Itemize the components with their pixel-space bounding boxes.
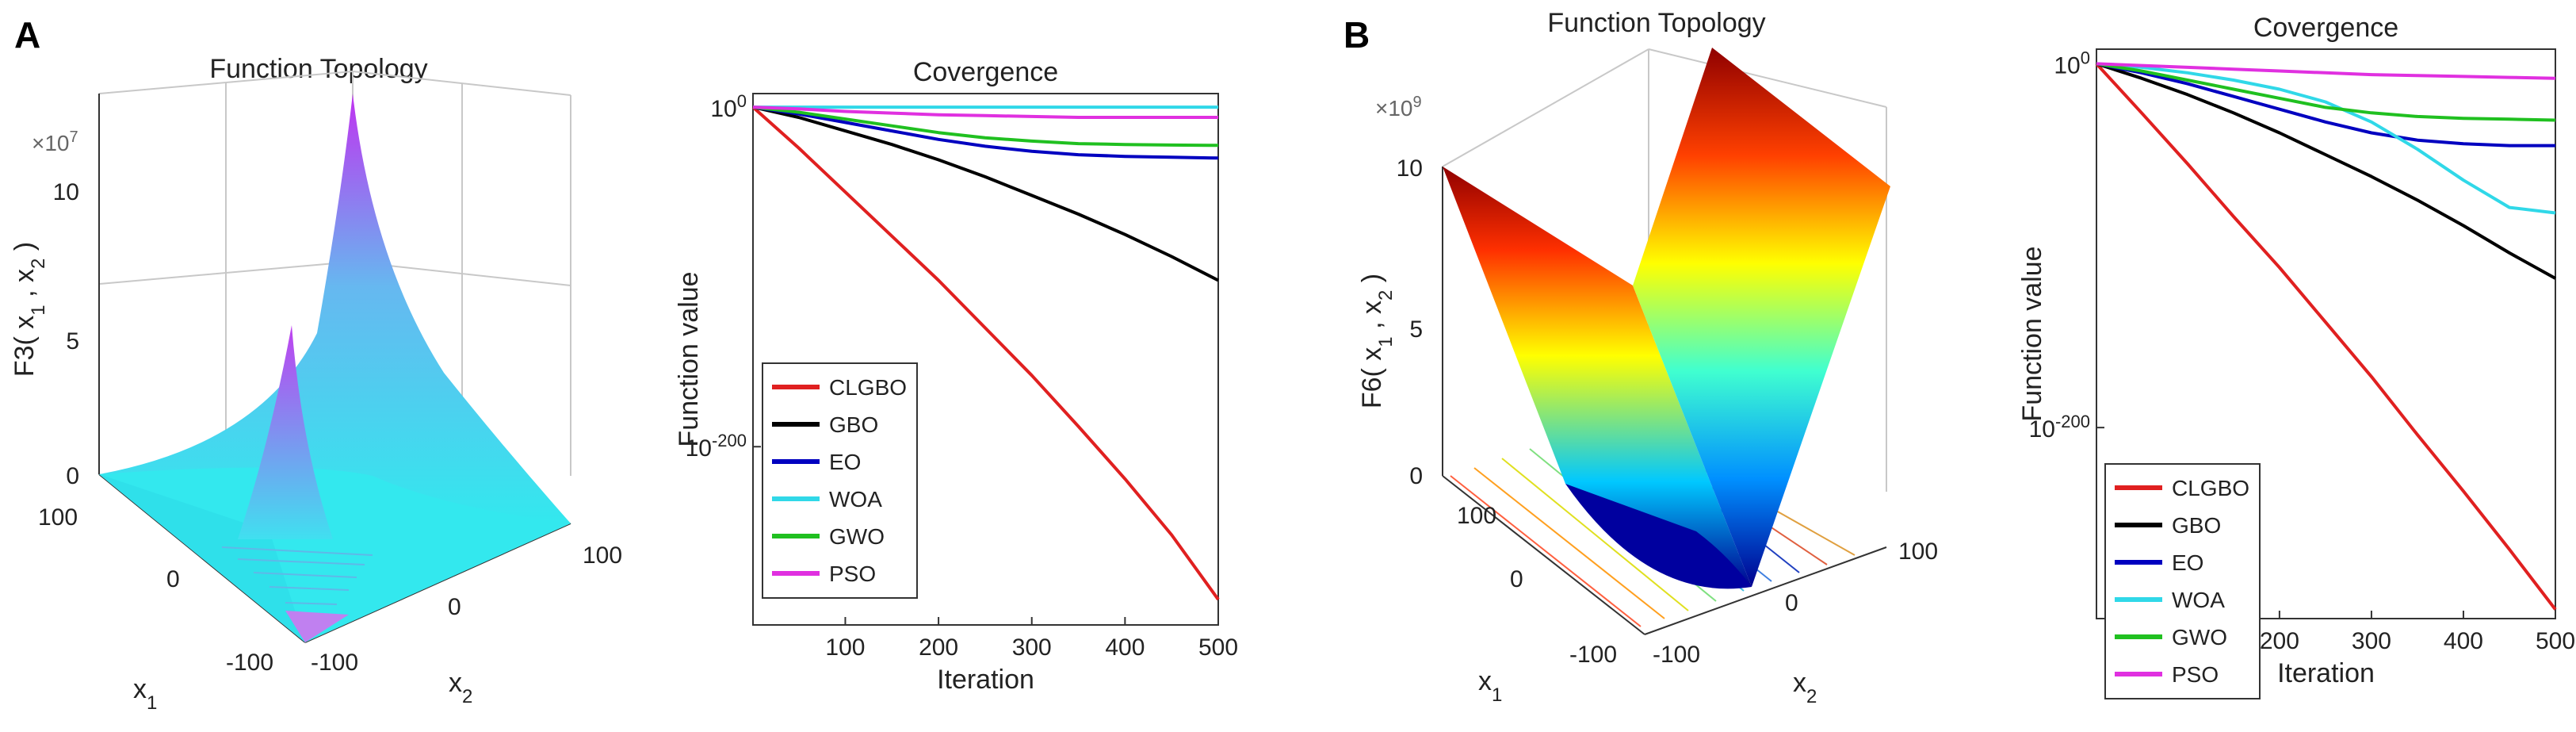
chart-a-xlabel: Iteration	[937, 665, 1034, 695]
chart-a-xtick-200: 200	[919, 634, 958, 661]
panel-b-x1tick-100: 100	[1457, 503, 1496, 529]
panel-b-x1-label: x1	[1478, 666, 1502, 706]
panel-a-ztick-0: 0	[66, 463, 79, 489]
panel-a-zlabel-text: F3( x	[10, 316, 40, 377]
panel-b-x2-label: x2	[1793, 668, 1817, 707]
chart-b-legend-label-eo: EO	[2172, 550, 2203, 575]
chart-b-legend-label-woa: WOA	[2172, 588, 2225, 612]
chart-b-xtick-300: 300	[2352, 628, 2391, 654]
panel-b-x2tick-0: 0	[1785, 590, 1798, 616]
chart-a-series-clgbo	[751, 105, 1220, 601]
panel-a-zlabel: F3( x1 , x2 )	[10, 242, 49, 377]
panel-a-ztick-10: 10	[53, 179, 79, 205]
chart-b-legend: CLGBO GBO EO WOA GWO PSO	[2104, 463, 2261, 699]
chart-b-series-pso	[2096, 62, 2556, 80]
chart-b-series-gwo	[2096, 62, 2556, 122]
chart-a-series-eo	[752, 105, 1219, 160]
panel-b-x2tick-100: 100	[1898, 538, 1938, 565]
panel-a-x2tick-100: 100	[583, 542, 622, 569]
chart-a-legend-label-clgbo: CLGBO	[829, 375, 907, 400]
chart-a-legend-label-eo: EO	[829, 450, 861, 474]
chart-a-series-pso	[752, 105, 1218, 119]
panel-a-surface-title: Function Topology	[209, 54, 427, 84]
chart-b-title: Covergence	[2253, 13, 2398, 43]
chart-a-legend-label-woa: WOA	[829, 487, 882, 512]
panel-b-ztick-5: 5	[1409, 316, 1423, 343]
panel-b-axes-front	[1442, 167, 1887, 635]
chart-a-title: Covergence	[913, 57, 1058, 87]
chart-a-series-gwo	[752, 105, 1219, 148]
chart-b-legend-label-clgbo: CLGBO	[2172, 476, 2249, 500]
chart-b-ytick--200: 10-200	[2029, 412, 2090, 443]
chart-a-ytick-0: 100	[710, 91, 747, 123]
panel-b-surface: B Function Topology	[1343, 8, 1938, 707]
chart-a-series-gbo	[752, 105, 1219, 282]
chart-a-legend-label-gwo: GWO	[829, 524, 885, 549]
chart-b-series-woa	[2096, 62, 2556, 215]
panel-b-letter: B	[1343, 14, 1370, 56]
chart-b-series-eo	[2096, 62, 2555, 148]
panel-b-x2tick-m100: -100	[1653, 642, 1700, 668]
panel-b-zlabel: F6( x1 , x2 )	[1357, 274, 1397, 408]
panel-a-convergence-chart: Covergence Iteration Function value 100 200 3…	[674, 57, 1238, 695]
chart-a-ylabel: Function value	[674, 271, 704, 446]
chart-b-xtick-400: 400	[2444, 628, 2483, 654]
panel-a-letter: A	[14, 14, 40, 56]
panel-a-surface: A Function Topology	[10, 14, 622, 714]
chart-a-legend: CLGBO GBO EO WOA GWO PSO	[762, 362, 918, 599]
chart-a-ytick--200: 10-200	[686, 431, 747, 462]
panel-a-exponent: ×107	[32, 128, 78, 155]
chart-b-ylabel: Function value	[2017, 246, 2047, 421]
panel-b-surface-mesh	[1443, 48, 1890, 589]
panel-a-x2tick-m100: -100	[311, 650, 358, 676]
panel-b-surface-title: Function Topology	[1547, 8, 1765, 38]
chart-b-series-clgbo	[2095, 63, 2557, 611]
panel-a-x2tick-0: 0	[448, 594, 461, 620]
chart-a-legend-box	[762, 362, 918, 599]
panel-b-ztick-10: 10	[1397, 155, 1423, 182]
panel-a-x1tick-100: 100	[38, 504, 78, 531]
chart-b-xtick-200: 200	[2260, 628, 2299, 654]
panel-a-x2-label: x2	[449, 668, 472, 707]
panel-a-x1tick-0: 0	[166, 566, 180, 592]
chart-a-xtick-100: 100	[825, 634, 865, 661]
panel-b-exponent: ×109	[1375, 94, 1422, 121]
chart-b-ytick-0: 100	[2054, 48, 2090, 79]
chart-a-legend-label-gbo: GBO	[829, 412, 878, 437]
chart-b-legend-label-gwo: GWO	[2172, 625, 2227, 650]
panel-a-x1-label: x1	[133, 674, 157, 714]
panel-b-x1tick-m100: -100	[1569, 642, 1617, 668]
chart-a-xtick-500: 500	[1198, 634, 1238, 661]
chart-b-series-gbo	[2096, 62, 2556, 280]
chart-b-legend-label-gbo: GBO	[2172, 513, 2221, 538]
chart-a-legend-label-pso: PSO	[829, 561, 876, 586]
panel-a-ztick-5: 5	[66, 328, 79, 355]
chart-b-xtick-500: 500	[2536, 628, 2575, 654]
chart-b-xlabel: Iteration	[2277, 658, 2375, 688]
chart-b-legend-box	[2104, 463, 2261, 699]
chart-a-xtick-400: 400	[1105, 634, 1145, 661]
panel-b-convergence-chart: Covergence Iteration Function value 100 200 3…	[2017, 13, 2575, 699]
panel-b-ztick-0: 0	[1409, 463, 1423, 489]
panel-b-x1tick-0: 0	[1510, 566, 1523, 592]
chart-a-xtick-300: 300	[1012, 634, 1052, 661]
panel-a-x1tick-m100: -100	[226, 650, 273, 676]
panel-a-surface-mesh	[99, 94, 571, 642]
chart-b-legend-label-pso: PSO	[2172, 662, 2219, 687]
